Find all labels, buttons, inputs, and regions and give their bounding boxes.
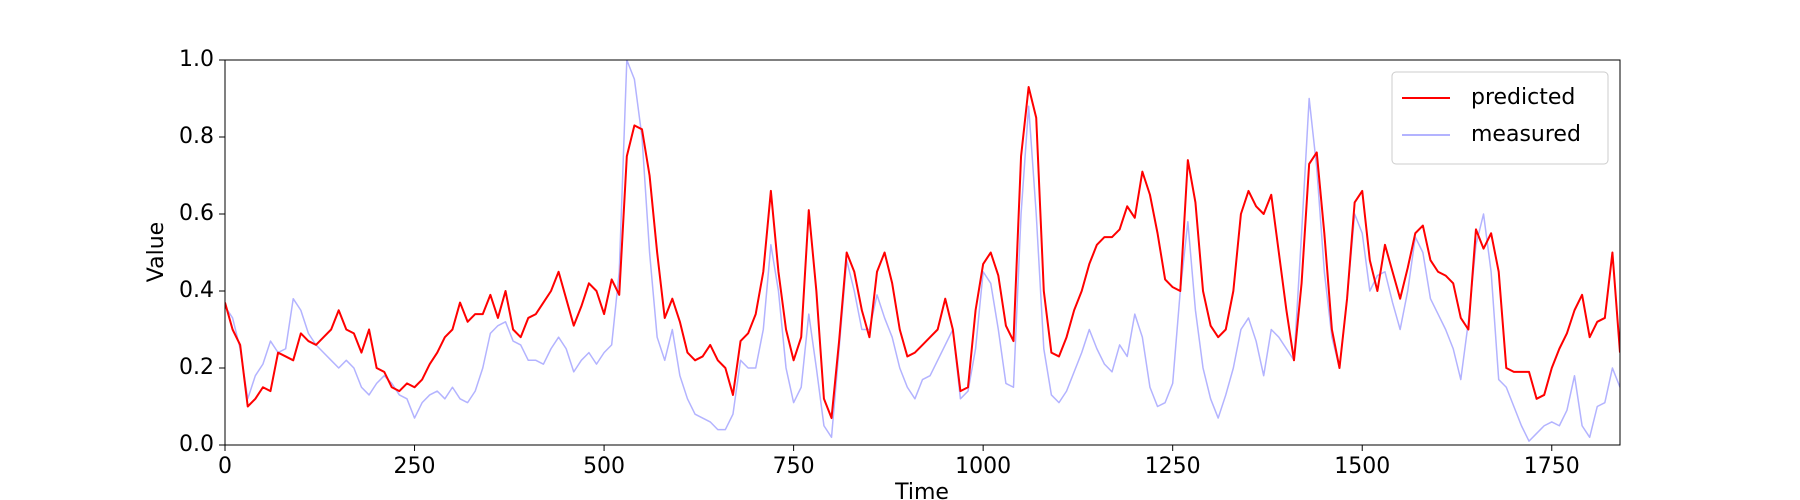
- y-tick-label: 0.6: [179, 201, 214, 226]
- x-tick-label: 0: [218, 454, 232, 479]
- line-series: [225, 60, 1620, 442]
- x-tick-label: 1500: [1334, 454, 1390, 479]
- y-tick-label: 0.2: [179, 355, 214, 380]
- x-tick-label: 750: [773, 454, 815, 479]
- x-tick-label: 1750: [1524, 454, 1580, 479]
- x-tick-label: 1250: [1145, 454, 1201, 479]
- y-tick-label: 1.0: [179, 47, 214, 72]
- y-tick-label: 0.0: [179, 432, 214, 457]
- line-series: [225, 85, 1620, 420]
- x-tick-label: 1000: [955, 454, 1011, 479]
- x-axis-label: Time: [894, 480, 949, 500]
- legend-box: [1391, 71, 1609, 165]
- x-tick-label: 250: [394, 454, 436, 479]
- y-tick-label: 0.8: [179, 124, 214, 149]
- y-tick-label: 0.4: [179, 278, 214, 303]
- legend-label: predicted: [1471, 85, 1575, 110]
- legend-label: measured: [1471, 122, 1581, 147]
- y-axis-label: Value: [144, 222, 169, 282]
- plot-frame: [224, 59, 1621, 446]
- x-tick-label: 500: [583, 454, 625, 479]
